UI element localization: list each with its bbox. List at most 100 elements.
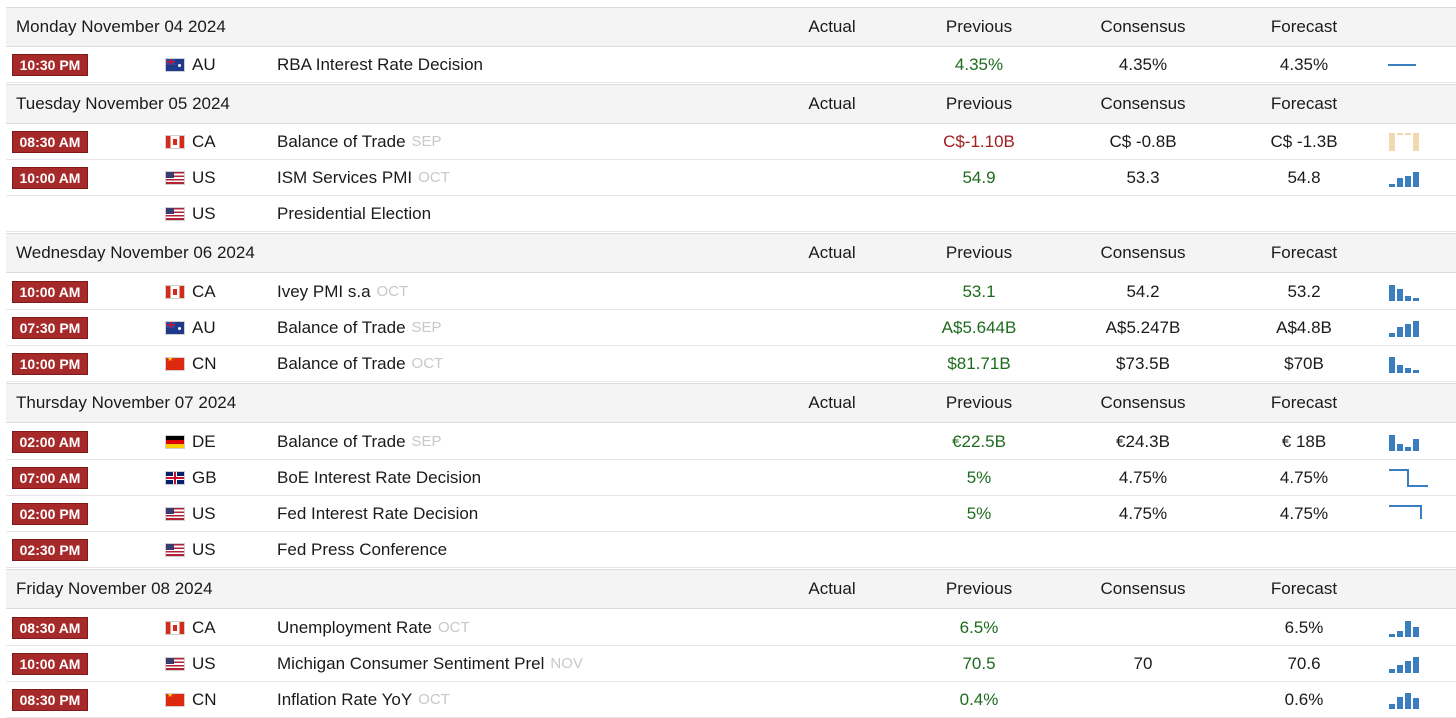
- forecast-value: 53.2: [1287, 281, 1321, 301]
- country-code: DE: [192, 431, 216, 451]
- time-badge: 07:30 PM: [12, 316, 88, 339]
- event-row[interactable]: 08:30 AM CA Unemployment Rate OCT 6.5% 6.…: [6, 610, 1456, 646]
- consensus-column-header: Consensus: [1100, 243, 1186, 262]
- event-name-link[interactable]: Michigan Consumer Sentiment Prel: [277, 653, 545, 673]
- event-name-link[interactable]: ISM Services PMI: [277, 167, 413, 187]
- country-code: AU: [192, 54, 216, 74]
- forecast-value: A$4.8B: [1276, 317, 1332, 337]
- event-row[interactable]: 02:30 PM US Fed Press Conference: [6, 532, 1456, 568]
- day-header: Tuesday November 05 2024 Actual Previous…: [6, 84, 1456, 124]
- reference-period: OCT: [411, 355, 444, 372]
- forecast-value: 4.75%: [1279, 467, 1329, 487]
- consensus-value: €24.3B: [1116, 431, 1170, 451]
- reference-period: SEP: [411, 319, 442, 336]
- previous-column-header: Previous: [945, 579, 1013, 598]
- day-date: Wednesday November 06 2024: [16, 243, 255, 262]
- day-date: Thursday November 07 2024: [16, 393, 237, 412]
- falling-bars-icon[interactable]: [1388, 346, 1428, 381]
- reference-period: OCT: [418, 691, 450, 708]
- ca-flag-icon: [166, 285, 184, 298]
- consensus-value: A$5.247B: [1105, 317, 1181, 337]
- event-name-link[interactable]: Unemployment Rate: [277, 617, 432, 637]
- falling-bars-icon[interactable]: [1388, 274, 1428, 309]
- time-badge: 08:30 PM: [12, 688, 88, 711]
- event-row[interactable]: 10:00 AM US Michigan Consumer Sentiment …: [6, 646, 1456, 682]
- event-row[interactable]: 07:30 PM AU Balance of Trade SEP A$5.644B…: [6, 310, 1456, 346]
- us-flag-icon: [166, 507, 184, 520]
- country-code: CA: [192, 617, 216, 637]
- actual-column-header: Actual: [808, 393, 856, 412]
- ca-flag-icon: [166, 621, 184, 634]
- rising-bars-icon[interactable]: [1388, 310, 1428, 345]
- reference-period: SEP: [411, 433, 442, 450]
- rising-bars-icon[interactable]: [1388, 160, 1428, 195]
- consensus-value: 54.2: [1126, 281, 1160, 301]
- event-row[interactable]: 08:30 AM CA Balance of Trade SEP C$-1.10B…: [6, 124, 1456, 160]
- event-row[interactable]: 10:00 AM US ISM Services PMI OCT 54.9 53.…: [6, 160, 1456, 196]
- cn-flag-icon: [166, 693, 184, 706]
- previous-value: $81.71B: [947, 353, 1011, 373]
- event-row[interactable]: 02:00 PM US Fed Interest Rate Decision 5…: [6, 496, 1456, 532]
- flat-line-icon[interactable]: [1388, 47, 1428, 82]
- event-name-link[interactable]: Presidential Election: [277, 203, 432, 223]
- ca-flag-icon: [166, 135, 184, 148]
- event-row[interactable]: 07:00 AM GB BoE Interest Rate Decision 5…: [6, 460, 1456, 496]
- mixed-bars-icon[interactable]: [1388, 424, 1428, 459]
- rising-bars-icon[interactable]: [1388, 682, 1428, 717]
- forecast-value: 70.6: [1287, 653, 1321, 673]
- country-code: CA: [192, 281, 216, 301]
- event-row[interactable]: 02:00 AM DE Balance of Trade SEP €22.5B €…: [6, 424, 1456, 460]
- event-name-link[interactable]: Balance of Trade: [277, 353, 406, 373]
- previous-value: 53.1: [962, 281, 996, 301]
- country-code: US: [192, 167, 216, 187]
- event-name-link[interactable]: Inflation Rate YoY: [277, 689, 413, 709]
- forecast-value: 4.75%: [1279, 503, 1329, 523]
- event-name-link[interactable]: Fed Interest Rate Decision: [277, 503, 479, 523]
- rising-bars-icon[interactable]: [1388, 646, 1428, 681]
- reference-period: OCT: [418, 169, 450, 186]
- previous-value: 0.4%: [959, 689, 999, 709]
- negative-bars-icon[interactable]: [1388, 124, 1428, 159]
- event-name-link[interactable]: Fed Press Conference: [277, 539, 448, 559]
- consensus-column-header: Consensus: [1100, 17, 1186, 36]
- event-name-link[interactable]: RBA Interest Rate Decision: [277, 54, 483, 74]
- forecast-value: 6.5%: [1284, 617, 1324, 637]
- au-flag-icon: [166, 321, 184, 334]
- event-name-link[interactable]: Ivey PMI s.a: [277, 281, 371, 301]
- event-name-link[interactable]: Balance of Trade: [277, 317, 406, 337]
- event-name-link[interactable]: BoE Interest Rate Decision: [277, 467, 482, 487]
- day-header: Friday November 08 2024 Actual Previous …: [6, 569, 1456, 609]
- de-flag-icon: [166, 435, 184, 448]
- previous-column-header: Previous: [945, 94, 1013, 113]
- country-code: US: [192, 503, 216, 523]
- consensus-value: 4.75%: [1118, 467, 1168, 487]
- step-down-line-icon[interactable]: [1388, 496, 1428, 531]
- event-row[interactable]: 10:00 AM CA Ivey PMI s.a OCT 53.1 54.2 53…: [6, 274, 1456, 310]
- country-code: GB: [192, 467, 217, 487]
- day-header: Thursday November 07 2024 Actual Previou…: [6, 383, 1456, 423]
- consensus-value: 53.3: [1126, 167, 1160, 187]
- country-code: AU: [192, 317, 216, 337]
- country-code: US: [192, 653, 216, 673]
- event-row[interactable]: 08:30 PM CN Inflation Rate YoY OCT 0.4% 0…: [6, 682, 1456, 718]
- event-row[interactable]: US Presidential Election: [6, 196, 1456, 232]
- consensus-value: 70: [1133, 653, 1153, 673]
- forecast-value: 54.8: [1287, 167, 1321, 187]
- consensus-column-header: Consensus: [1100, 393, 1186, 412]
- event-name-link[interactable]: Balance of Trade: [277, 131, 406, 151]
- previous-value: A$5.644B: [941, 317, 1017, 337]
- time-badge: 10:00 AM: [12, 652, 88, 675]
- day-date: Friday November 08 2024: [16, 579, 213, 598]
- reference-period: OCT: [437, 619, 470, 636]
- previous-value: €22.5B: [952, 431, 1006, 451]
- actual-column-header: Actual: [808, 94, 856, 113]
- rising-bars-icon[interactable]: [1388, 610, 1428, 645]
- gb-flag-icon: [166, 471, 184, 484]
- step-down-line-icon[interactable]: [1388, 460, 1428, 495]
- forecast-column-header: Forecast: [1270, 94, 1338, 113]
- reference-period: OCT: [376, 283, 409, 300]
- event-name-link[interactable]: Balance of Trade: [277, 431, 406, 451]
- event-row[interactable]: 10:30 PM AU RBA Interest Rate Decision 4…: [6, 47, 1456, 83]
